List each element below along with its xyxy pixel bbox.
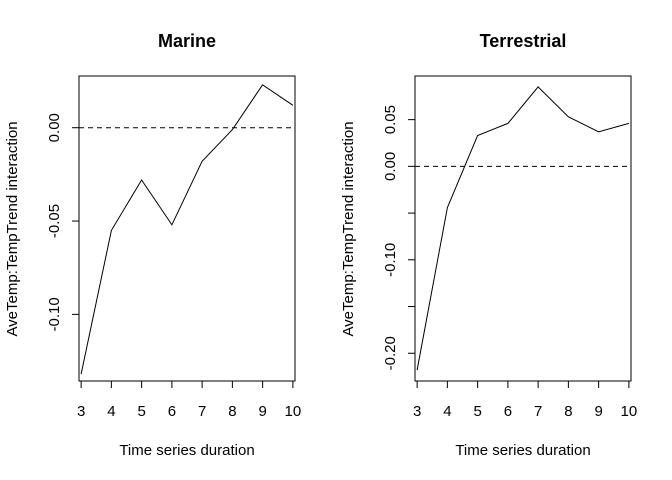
- marine-x-axis-label: Time series duration: [119, 442, 254, 459]
- terrestrial-ticks: 3 4 5 6 7 8 9 10 -0.20 -0.10 0.00 0.05: [382, 105, 637, 420]
- marine-x-tick-label: 10: [285, 403, 302, 420]
- marine-y-tick-label: -0.05: [46, 204, 63, 238]
- terrestrial-x-tick-label: 10: [621, 403, 638, 420]
- terrestrial-x-tick-label: 5: [473, 403, 481, 420]
- marine-x-tick-label: 5: [137, 403, 145, 420]
- terrestrial-y-tick-label: 0.05: [382, 105, 399, 134]
- terrestrial-plot-frame: [414, 75, 632, 382]
- marine-x-tick-label: 7: [198, 403, 206, 420]
- marine-plot-frame: [78, 75, 296, 382]
- marine-x-tick-label: 8: [228, 403, 236, 420]
- terrestrial-y-tick-label: 0.00: [382, 152, 399, 181]
- terrestrial-y-tick-label: -0.10: [382, 243, 399, 277]
- terrestrial-panel: Terrestrial 3 4 5 6 7 8 9 10-0.20-0.100.000.05 …: [340, 31, 637, 459]
- marine-x-tick-label: 4: [107, 403, 115, 420]
- terrestrial-series-line: [416, 86, 630, 371]
- terrestrial-x-tick-label: 3: [413, 403, 421, 420]
- terrestrial-x-tick-label: 4: [443, 403, 451, 420]
- terrestrial-y-axis-label: AveTemp:TempTrend interaction: [340, 121, 357, 336]
- marine-x-tick-label: 3: [77, 403, 85, 420]
- terrestrial-x-tick-label: 8: [564, 403, 572, 420]
- terrestrial-x-tick-label: 9: [594, 403, 602, 420]
- marine-x-tick-label: 6: [168, 403, 176, 420]
- terrestrial-x-axis-label: Time series duration: [455, 442, 590, 459]
- terrestrial-title: Terrestrial: [480, 31, 567, 51]
- marine-x-tick-label: 9: [258, 403, 266, 420]
- marine-title: Marine: [158, 31, 216, 51]
- marine-y-tick-label: 0.00: [46, 113, 63, 142]
- terrestrial-x-tick-label: 7: [534, 403, 542, 420]
- marine-y-tick-label: -0.10: [46, 297, 63, 331]
- terrestrial-x-tick-label: 6: [504, 403, 512, 420]
- marine-panel: Marine 3 4 5 6 7 8 9 10 -0.10 -0.05 0.00 Time seri…: [4, 31, 301, 459]
- marine-y-axis-label: AveTemp:TempTrend interaction: [4, 121, 21, 336]
- terrestrial-y-tick-label: -0.20: [382, 336, 399, 370]
- marine-series-line: [80, 84, 294, 375]
- marine-ticks: 3 4 5 6 7 8 9 10 -0.10 -0.05 0.00: [46, 113, 301, 420]
